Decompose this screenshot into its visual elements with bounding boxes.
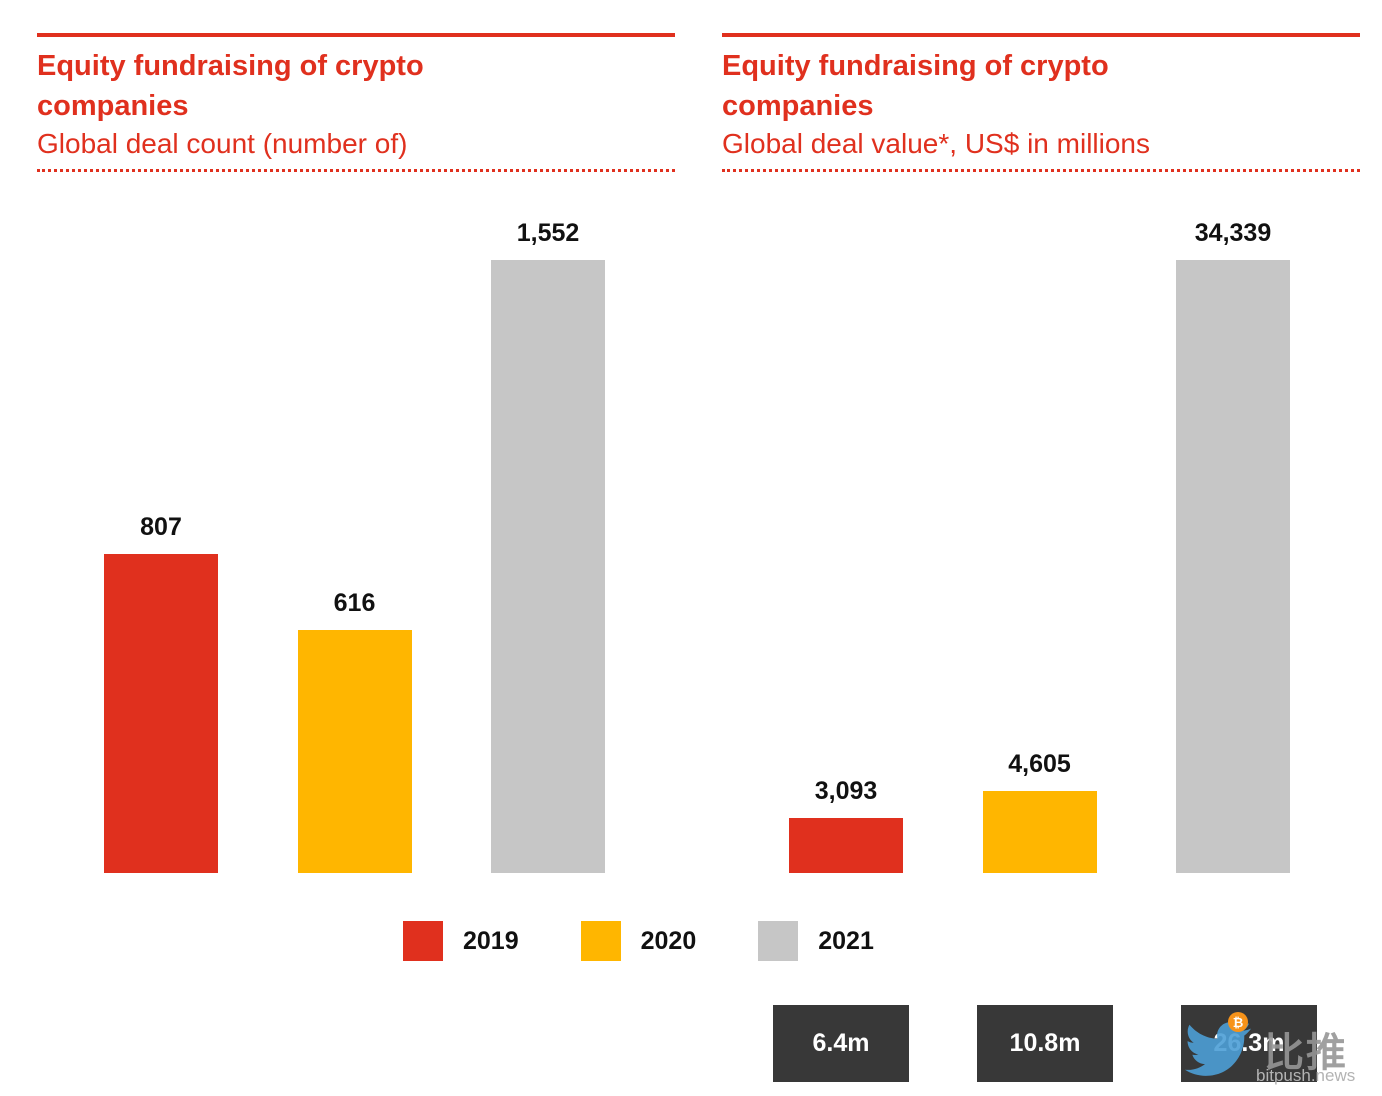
header-dotted-rule xyxy=(37,169,675,173)
bar-2019 xyxy=(789,818,903,874)
deal-value-chart: Equity fundraising of crypto companies G… xyxy=(722,0,1360,874)
chart-title: Equity fundraising of crypto companies xyxy=(722,50,1109,123)
bar-group-2021: 34,339 xyxy=(1176,219,1290,874)
legend-item-2019: 2019 xyxy=(403,921,519,961)
legend-item-2021: 2021 xyxy=(758,921,874,961)
bar-value-label: 4,605 xyxy=(1008,750,1071,779)
deal-count-chart: Equity fundraising of crypto companies G… xyxy=(37,0,675,874)
bar-plot-deal-value: 3,093 4,605 34,339 xyxy=(722,172,1360,874)
legend-swatch-2020 xyxy=(580,921,621,961)
footer-stats-row: 6.4m 10.8m 26.3m xyxy=(773,1005,1317,1082)
stat-box-2019: 6.4m xyxy=(773,1005,909,1082)
bar-2020 xyxy=(297,630,412,874)
legend-item-2020: 2020 xyxy=(580,921,697,961)
bar-value-label: 1,552 xyxy=(516,219,580,248)
legend-label: 2020 xyxy=(640,926,697,955)
bar-group-2020: 616 xyxy=(297,589,412,874)
bar-group-2021: 1,552 xyxy=(491,219,605,874)
bar-group-2019: 807 xyxy=(104,513,218,874)
charts-row: Equity fundraising of crypto companies G… xyxy=(37,0,1360,874)
legend-swatch-2021 xyxy=(758,921,799,961)
bar-2021 xyxy=(1176,260,1290,874)
bar-group-2020: 4,605 xyxy=(982,750,1097,874)
legend-label: 2021 xyxy=(818,926,874,955)
bar-group-2019: 3,093 xyxy=(789,777,903,874)
stat-box-2020: 10.8m xyxy=(977,1005,1113,1082)
chart-subtitle: Global deal count (number of) xyxy=(37,128,408,160)
bar-value-label: 807 xyxy=(140,513,182,542)
bar-2020 xyxy=(982,791,1097,874)
bar-2021 xyxy=(491,260,605,874)
header-dotted-rule xyxy=(722,169,1360,173)
legend-label: 2019 xyxy=(463,926,519,955)
bar-plot-deal-count: 807 616 1,552 xyxy=(37,172,675,874)
header-rule xyxy=(722,33,1360,37)
bar-value-label: 616 xyxy=(333,589,376,618)
bar-value-label: 34,339 xyxy=(1194,219,1272,248)
bar-value-label: 3,093 xyxy=(814,777,878,806)
stat-box-2021: 26.3m xyxy=(1181,1005,1317,1082)
bar-2019 xyxy=(104,554,218,874)
chart-subtitle: Global deal value*, US$ in millions xyxy=(722,128,1150,160)
chart-legend: 2019 2020 2021 xyxy=(403,921,874,961)
header-rule xyxy=(37,33,675,37)
legend-swatch-2019 xyxy=(403,921,443,961)
chart-title: Equity fundraising of crypto companies xyxy=(37,50,424,123)
